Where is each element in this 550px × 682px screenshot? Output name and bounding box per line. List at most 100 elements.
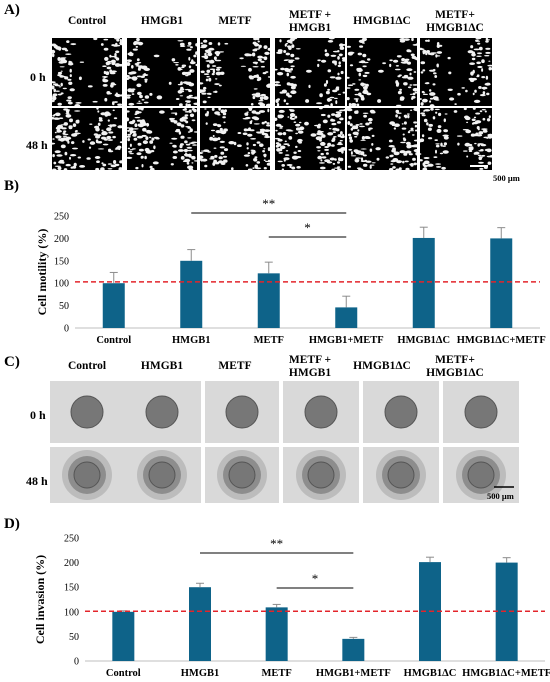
cell-speck (278, 109, 285, 113)
cell-speck (281, 168, 285, 170)
cell-speck (96, 141, 102, 144)
cell-speck (339, 140, 343, 142)
cell-speck (401, 58, 405, 62)
cell-speck (465, 117, 468, 119)
cell-speck (253, 123, 260, 125)
cell-speck (117, 103, 122, 106)
cell-speck (95, 135, 101, 139)
cell-speck (289, 117, 294, 120)
cell-speck (481, 86, 488, 90)
panel-c-column-label-line: Control (67, 360, 107, 372)
cell-speck (404, 60, 409, 64)
cell-speck (117, 125, 122, 129)
cell-speck (474, 151, 479, 155)
cell-speck (357, 52, 362, 56)
cell-speck (347, 76, 350, 79)
cell-speck (348, 148, 353, 151)
cell-speck (464, 142, 471, 147)
cell-speck (217, 42, 221, 46)
cell-speck (397, 75, 401, 78)
cell-speck (317, 63, 320, 68)
cell-speck (88, 146, 92, 149)
cell-speck (403, 82, 408, 86)
cell-speck (471, 52, 476, 57)
cell-speck (434, 108, 440, 111)
cell-speck (332, 127, 338, 131)
cell-speck (187, 137, 192, 139)
cell-speck (258, 102, 264, 105)
cell-speck (256, 161, 261, 164)
panel-a-row-48h: 48 h (26, 138, 48, 152)
cell-speck (152, 161, 159, 165)
cell-speck (183, 148, 188, 153)
cell-speck (118, 95, 122, 97)
cell-speck (485, 51, 491, 54)
cell-speck (443, 136, 449, 140)
cell-speck (250, 138, 257, 140)
cell-speck (108, 131, 114, 134)
cell-speck (92, 100, 98, 103)
cell-speck (406, 68, 413, 72)
cell-speck (200, 159, 203, 162)
cell-speck (188, 65, 192, 69)
cell-speck (352, 131, 359, 135)
cell-speck (481, 76, 486, 79)
cell-speck (336, 166, 341, 168)
cell-speck (223, 148, 229, 152)
cell-speck (405, 150, 412, 154)
cell-speck (290, 65, 295, 68)
cell-speck (204, 108, 207, 110)
panel-c-column-label-line: HMGB1 (140, 360, 184, 372)
cell-speck (348, 115, 352, 120)
cell-speck (395, 114, 398, 118)
cell-speck (55, 135, 62, 139)
cell-speck (60, 57, 67, 59)
cell-speck (473, 48, 480, 51)
cell-speck (263, 154, 267, 156)
cell-speck (185, 100, 188, 103)
cell-speck (129, 51, 132, 55)
cell-speck (181, 71, 187, 76)
cell-speck (129, 153, 134, 155)
cell-speck (332, 50, 339, 53)
bar (112, 611, 135, 661)
cell-speck (141, 99, 145, 101)
cell-speck (200, 42, 203, 45)
cell-speck (478, 46, 483, 51)
cell-speck (209, 136, 214, 141)
cell-speck (341, 57, 345, 60)
cell-speck (57, 102, 62, 106)
cell-speck (252, 167, 255, 169)
cell-speck (177, 90, 183, 94)
cell-speck (472, 92, 475, 96)
cell-speck (385, 156, 389, 159)
cell-speck (354, 88, 360, 91)
cell-speck (212, 135, 215, 137)
cell-speck (267, 108, 270, 113)
cell-speck (420, 47, 423, 50)
cell-speck (329, 157, 335, 161)
spheroid-image (283, 381, 359, 443)
cell-speck (114, 52, 117, 57)
cell-speck (391, 124, 397, 126)
cell-speck (375, 147, 381, 151)
cell-speck (396, 112, 402, 114)
cell-speck (79, 61, 85, 63)
cell-speck (87, 85, 93, 88)
cell-speck (327, 142, 332, 147)
cell-speck (253, 74, 259, 77)
spheroid-core (384, 395, 418, 429)
panel-a-column-label: METF + HMGB1 (271, 9, 349, 35)
cell-speck (207, 52, 213, 57)
cell-speck (181, 64, 187, 67)
cell-speck (469, 62, 475, 65)
wound-healing-image (420, 38, 492, 106)
cell-speck (349, 137, 352, 140)
cell-speck (144, 78, 148, 81)
cell-speck (52, 93, 58, 97)
cell-speck (486, 82, 491, 85)
cell-speck (72, 147, 78, 150)
cell-speck (143, 73, 147, 76)
cell-speck (481, 59, 485, 64)
cell-speck (237, 144, 242, 147)
